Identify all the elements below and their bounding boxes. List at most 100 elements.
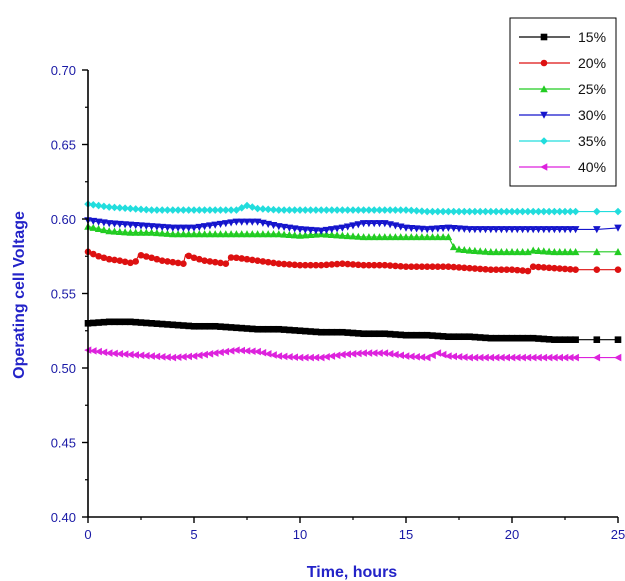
legend-label: 35%: [578, 133, 606, 149]
data-point: [275, 352, 283, 360]
data-point: [375, 220, 384, 228]
data-point: [174, 224, 182, 232]
data-point: [285, 224, 294, 232]
data-point: [243, 325, 251, 332]
data-point: [142, 228, 151, 236]
data-point: [206, 222, 214, 230]
data-point: [492, 247, 500, 256]
data-point: [593, 207, 601, 216]
data-point: [524, 353, 532, 362]
data-point: [190, 206, 198, 214]
data-point: [100, 202, 108, 211]
data-point: [508, 334, 516, 342]
data-point: [434, 207, 442, 216]
data-point: [614, 353, 622, 362]
data-point: [121, 318, 129, 326]
data-point: [296, 231, 304, 239]
data-point: [94, 347, 102, 356]
data-point: [179, 230, 188, 238]
data-point: [147, 223, 156, 231]
data-point: [323, 328, 330, 336]
data-point: [142, 351, 150, 360]
data-point: [455, 333, 463, 341]
data-point: [407, 206, 416, 215]
data-point: [110, 203, 119, 212]
data-point: [110, 220, 119, 228]
data-point: [89, 201, 98, 209]
data-point: [343, 350, 351, 359]
data-point: [211, 322, 219, 330]
data-point: [190, 230, 198, 238]
data-point: [466, 333, 473, 341]
data-point: [413, 263, 420, 270]
data-point: [196, 255, 203, 263]
data-point: [264, 230, 272, 238]
data-point: [471, 333, 479, 341]
data-point: [561, 353, 569, 362]
data-point: [95, 252, 102, 260]
data-point: [280, 206, 288, 214]
data-point: [286, 326, 293, 334]
data-point: [121, 228, 129, 236]
data-point: [529, 246, 537, 254]
data-point: [238, 255, 245, 262]
data-point: [551, 336, 558, 343]
data-point: [121, 258, 129, 266]
data-point: [328, 261, 336, 268]
data-point: [280, 260, 288, 268]
data-point: [180, 322, 187, 329]
data-point: [476, 207, 484, 216]
x-tick-label: 15: [399, 527, 413, 542]
data-point: [158, 229, 166, 237]
data-point: [184, 352, 192, 361]
data-point: [349, 206, 357, 214]
data-point: [555, 247, 564, 256]
data-point: [397, 331, 404, 339]
data-point: [200, 223, 209, 231]
data-point: [100, 348, 108, 357]
data-point: [412, 233, 421, 241]
data-point: [423, 331, 431, 339]
data-point: [487, 226, 495, 234]
data-point: [105, 318, 113, 326]
data-point: [455, 245, 463, 253]
data-point: [307, 261, 314, 269]
data-point: [540, 247, 548, 255]
data-point: [259, 348, 267, 357]
data-point: [243, 201, 251, 210]
legend-label: 15%: [578, 29, 606, 45]
data-point: [158, 223, 166, 231]
data-point: [492, 266, 500, 273]
data-point: [423, 207, 431, 216]
data-point: [386, 233, 394, 241]
data-point: [593, 226, 601, 234]
data-point: [408, 263, 415, 270]
data-point: [94, 218, 103, 226]
y-tick-label: 0.55: [51, 287, 76, 302]
data-point: [449, 207, 458, 216]
data-point: [158, 320, 166, 328]
data-point: [95, 319, 102, 326]
data-point: [614, 207, 622, 216]
data-point: [349, 261, 357, 268]
x-tick-label: 0: [84, 527, 91, 542]
data-point: [116, 204, 124, 212]
data-point: [190, 254, 198, 262]
data-point: [513, 247, 522, 256]
data-point: [249, 325, 256, 333]
data-point: [302, 261, 309, 269]
data-point: [461, 333, 468, 341]
data-point: [121, 204, 129, 212]
data-point: [137, 319, 145, 326]
data-point: [450, 333, 457, 341]
data-point: [206, 350, 214, 358]
data-point: [508, 353, 516, 362]
data-point: [249, 256, 256, 264]
data-point: [476, 353, 484, 362]
data-point: [396, 233, 405, 241]
data-point: [418, 353, 426, 361]
data-point: [89, 217, 98, 226]
data-point: [423, 263, 431, 270]
data-point: [185, 252, 192, 260]
data-point: [264, 350, 272, 358]
